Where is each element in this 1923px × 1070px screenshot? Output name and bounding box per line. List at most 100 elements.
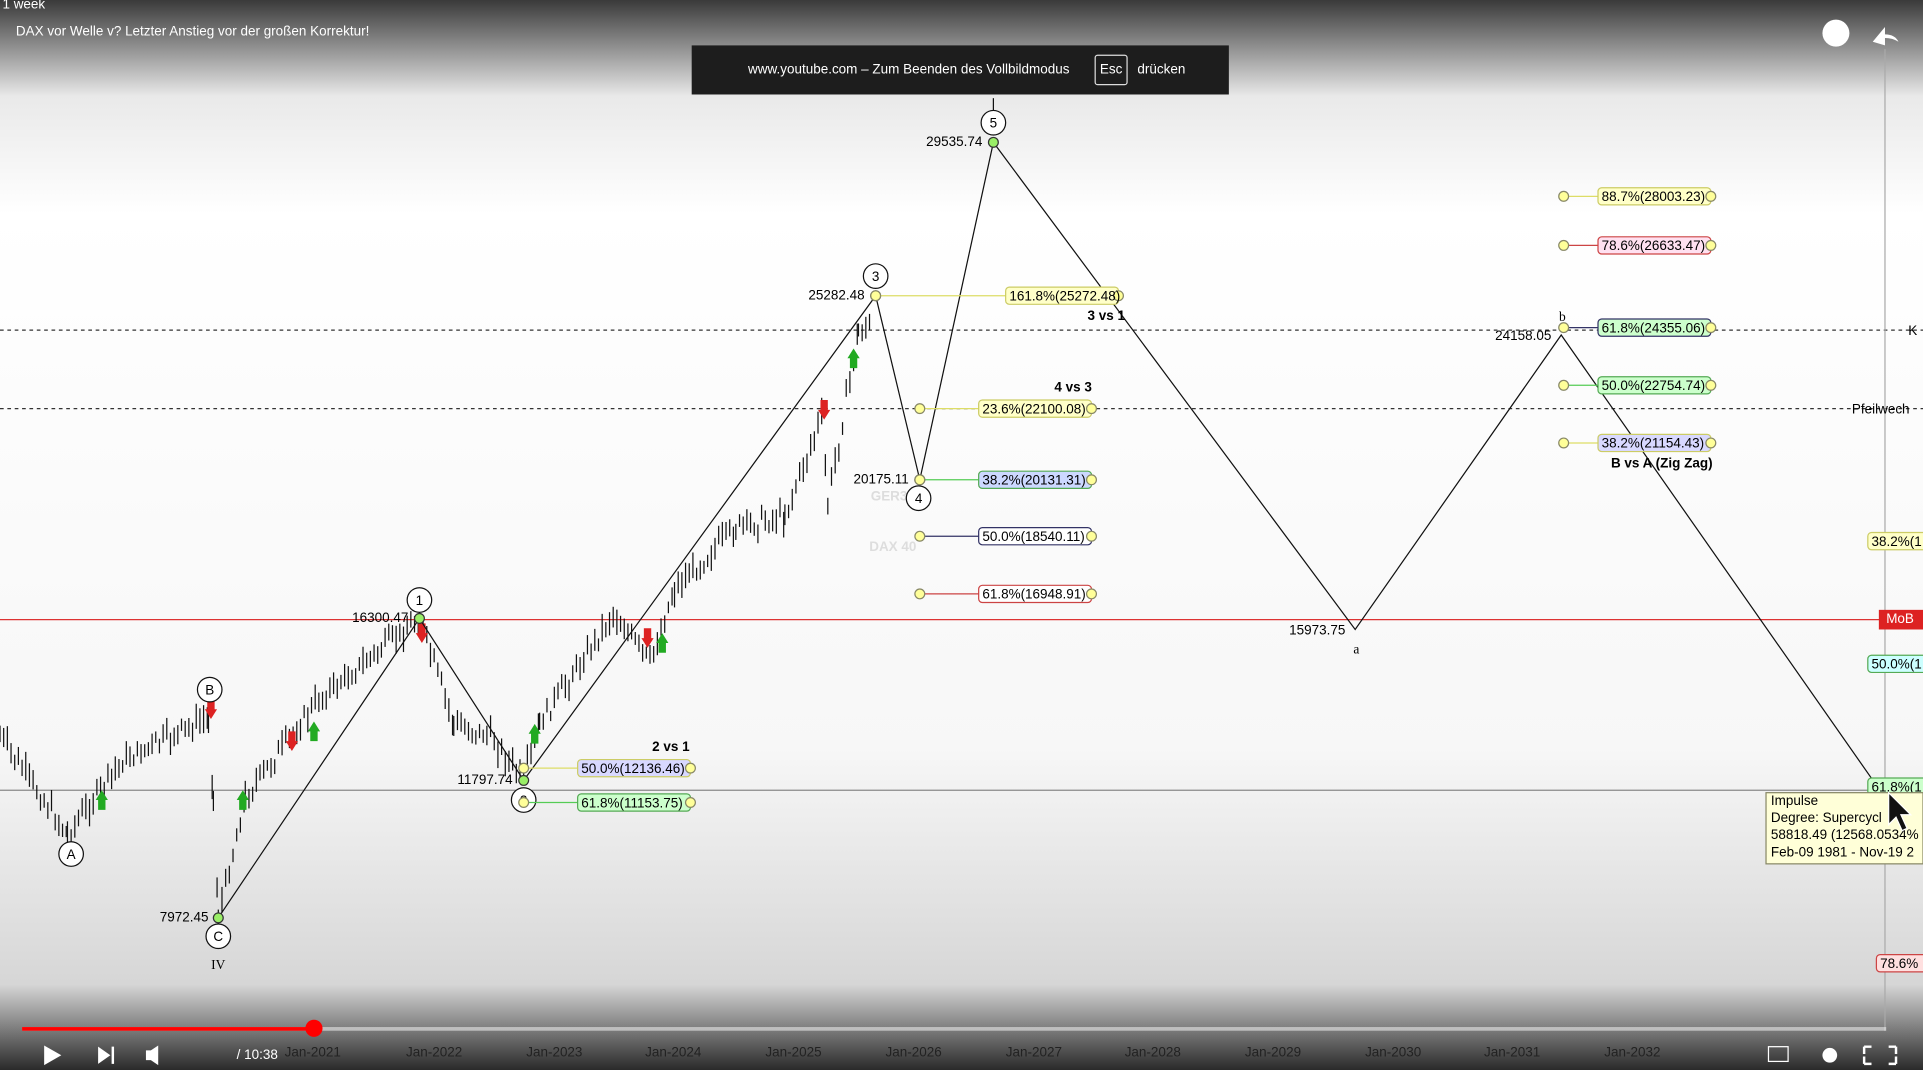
- fib-label: 61.8%(11153.75): [581, 795, 682, 810]
- price-label: 11797.74: [457, 772, 513, 787]
- fib-label: 78.6%: [1880, 956, 1918, 971]
- next-button[interactable]: [98, 1046, 115, 1064]
- x-tick-label: Jan-2025: [765, 1044, 821, 1059]
- wave-label: 1: [416, 593, 423, 608]
- fib-label: 50.0%(22754.74): [1602, 378, 1705, 393]
- annotation: 3 vs 1: [1087, 308, 1125, 323]
- notice-text: www.youtube.com – Zum Beenden des Vollbi…: [747, 62, 1070, 77]
- side-label: K: [1908, 323, 1917, 338]
- price-label: 29535.74: [926, 134, 983, 149]
- fib-dot: [1558, 322, 1570, 334]
- subtitles-button[interactable]: [1767, 1046, 1789, 1063]
- fib-dot: [1558, 190, 1570, 202]
- watch-later-icon[interactable]: [1822, 19, 1850, 47]
- progress-played: [22, 1027, 314, 1031]
- wave-label: 4: [915, 491, 923, 506]
- fib-dot: [684, 796, 696, 809]
- price-label: 24158.05: [1495, 328, 1551, 343]
- fullscreen-button[interactable]: [1862, 1045, 1898, 1066]
- wave-circle: [406, 587, 433, 613]
- progress-thumb[interactable]: [305, 1019, 323, 1037]
- fib-box: [1875, 954, 1923, 973]
- x-tick-label: Jan-2027: [1006, 1044, 1062, 1059]
- pivot-dot: [413, 612, 425, 624]
- price-label: 7972.45: [160, 909, 209, 924]
- fib-label: 78.6%(26633.47): [1602, 238, 1705, 253]
- x-tick-label: Jan-2028: [1125, 1044, 1181, 1059]
- fib-box: [1867, 531, 1923, 551]
- notice-text: drücken: [1137, 62, 1185, 77]
- play-button[interactable]: [44, 1045, 62, 1066]
- wave-label: 3: [872, 269, 879, 284]
- sell-arrow: [641, 628, 654, 648]
- price-label: 15973.75: [1289, 622, 1345, 637]
- buy-arrow: [656, 633, 669, 653]
- progress-track[interactable]: [22, 1027, 1887, 1031]
- key-text: Esc: [1100, 62, 1123, 77]
- fib-dot: [518, 762, 530, 774]
- fib-dot: [1085, 403, 1098, 415]
- overlay: 29535.74 25282.48 20175.11 16300.47 11797.74…: [58, 109, 1923, 1059]
- wave-circle: [205, 923, 232, 950]
- buy-arrow: [236, 790, 249, 810]
- x-tick-label: Jan-2030: [1365, 1044, 1421, 1059]
- fib-label: 38.2%(21154.43): [1602, 436, 1704, 451]
- x-tick-label: Jan-2021: [285, 1044, 341, 1059]
- fib-dot: [518, 796, 530, 809]
- fib-label: 61.8%(24355.06): [1602, 320, 1705, 335]
- price-label: 16300.47: [352, 610, 408, 625]
- volume-button[interactable]: [145, 1045, 159, 1066]
- fib-dot: [914, 530, 926, 542]
- info-line: Impulse: [1771, 793, 1818, 808]
- share-icon[interactable]: [1872, 26, 1899, 46]
- sell-arrow: [204, 699, 218, 720]
- wave-circle: [196, 676, 223, 703]
- pivot-dot: [987, 136, 999, 148]
- fib-dot: [914, 588, 926, 600]
- timeframe: 1 week: [2, 0, 45, 11]
- key-box: [1094, 54, 1128, 86]
- fib-dot: [1085, 474, 1098, 486]
- info-line: 58818.49 (12568.0534%: [1771, 827, 1919, 842]
- watermark-name: DAX 40: [869, 539, 916, 554]
- settings-button[interactable]: [1822, 1047, 1838, 1063]
- fib-label: 23.6%(22100.08): [982, 401, 1085, 416]
- fib-dot: [1705, 239, 1717, 251]
- fib-label: 161.8%(25272.48): [1009, 289, 1120, 304]
- sell-arrow: [415, 623, 429, 643]
- fib-dot: [870, 290, 882, 302]
- annotation: B vs A (Zig Zag): [1611, 455, 1713, 470]
- mob-tag: [1878, 609, 1923, 630]
- fib-dot: [1085, 588, 1098, 600]
- fib-dot: [1558, 437, 1570, 449]
- side-label: Pfeilwech: [1852, 401, 1910, 416]
- fib-label: 50.0%(18540.11): [982, 529, 1084, 544]
- watermark-symbol: GER30: [871, 489, 915, 504]
- wave-circle: [58, 841, 85, 867]
- fib-dot: [914, 403, 926, 415]
- wave-circle: [905, 485, 932, 512]
- x-tick-label: Jan-2032: [1604, 1044, 1660, 1059]
- x-tick-label: Jan-2022: [406, 1044, 462, 1059]
- sell-arrow: [818, 400, 831, 420]
- fib-label: 50.0%(1: [1871, 657, 1921, 672]
- pivot-dot: [518, 774, 530, 786]
- sell-arrow: [285, 731, 299, 751]
- price-label: 20175.11: [854, 471, 909, 486]
- fib-box: [1867, 654, 1923, 674]
- video-title: DAX vor Welle v? Letzter Anstieg vor der…: [16, 23, 369, 38]
- x-tick-label: Jan-2031: [1484, 1044, 1540, 1059]
- wave-circle: [980, 109, 1007, 136]
- buy-arrow: [95, 790, 108, 810]
- x-tick-label: Jan-2029: [1245, 1044, 1301, 1059]
- x-tick-label: Jan-2023: [526, 1044, 582, 1059]
- fib-label: 50.0%(12136.46): [581, 761, 684, 776]
- fullscreen-notice: [691, 45, 1229, 95]
- fib-dot: [684, 762, 696, 774]
- wave-label: B: [205, 682, 214, 697]
- fib-dot: [1558, 239, 1570, 251]
- fib-label: 61.8%(1: [1871, 779, 1921, 794]
- info-line: Degree: Supercycl: [1771, 810, 1882, 825]
- degree-label: b: [1559, 309, 1566, 324]
